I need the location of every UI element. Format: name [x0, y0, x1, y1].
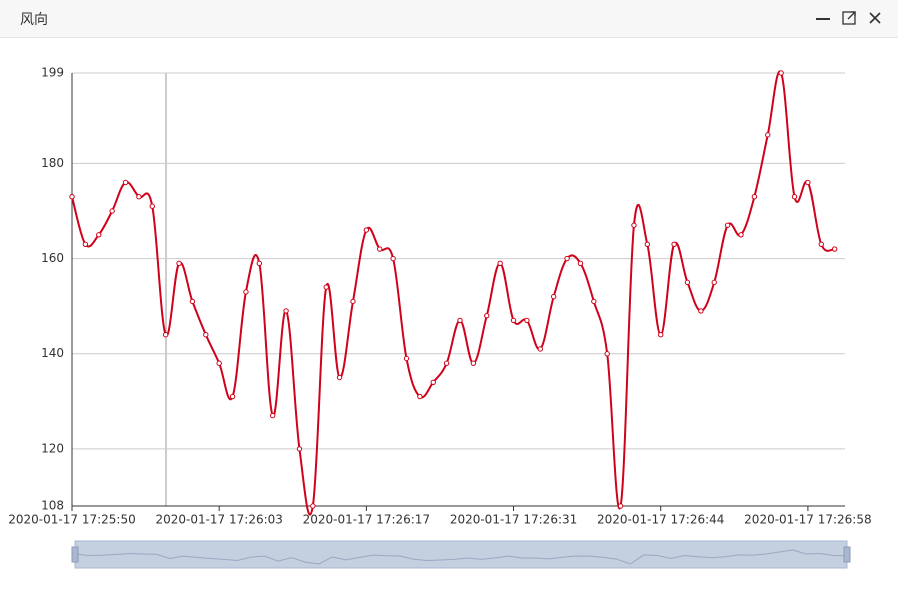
- point: [510, 317, 517, 324]
- window-controls: [816, 11, 881, 25]
- point: [537, 346, 543, 352]
- point: [417, 393, 423, 400]
- zoom-handle[interactable]: [843, 546, 851, 563]
- y-tick-label: 140: [41, 346, 64, 360]
- point: [229, 393, 236, 400]
- point: [604, 351, 610, 357]
- y-tick-label: 199: [41, 66, 64, 80]
- point: [390, 255, 396, 262]
- point: [283, 308, 289, 314]
- point: [377, 246, 383, 252]
- y-tick-label: 120: [41, 441, 64, 455]
- x-tick-label: 2020-01-17 17:26:44: [597, 513, 724, 527]
- x-tick-label: 2020-01-17 17:26:31: [450, 513, 577, 527]
- point: [831, 246, 838, 252]
- point: [751, 194, 758, 200]
- point: [778, 70, 784, 76]
- y-tick-label: 160: [41, 251, 64, 265]
- point: [577, 260, 584, 267]
- zoom-slider: [74, 540, 848, 569]
- zoom-handle[interactable]: [71, 546, 79, 563]
- close-button[interactable]: [869, 12, 881, 24]
- point: [550, 293, 557, 300]
- point: [470, 360, 477, 366]
- point: [617, 503, 624, 509]
- point: [457, 317, 463, 324]
- maximize-button[interactable]: [842, 11, 856, 25]
- point: [724, 222, 731, 228]
- point: [684, 279, 691, 286]
- point: [82, 241, 89, 247]
- point: [256, 260, 263, 267]
- point: [336, 374, 343, 381]
- point: [149, 203, 155, 209]
- point: [484, 312, 490, 319]
- point: [363, 227, 370, 233]
- point: [631, 222, 637, 228]
- point: [270, 412, 276, 419]
- point: [216, 360, 222, 366]
- y-tick-label: 108: [41, 499, 64, 513]
- zoom-preview: [74, 549, 848, 565]
- x-tick-label: 2020-01-17 17:25:50: [8, 513, 135, 527]
- point: [591, 298, 597, 305]
- x-tick-label: 2020-01-17 17:26:58: [744, 513, 871, 527]
- point: [738, 232, 744, 238]
- point: [162, 332, 169, 338]
- point: [310, 503, 316, 509]
- point: [296, 446, 303, 452]
- point: [698, 308, 704, 314]
- point: [564, 255, 570, 262]
- line: [71, 70, 835, 516]
- point: [524, 317, 530, 324]
- point: [658, 332, 664, 338]
- point: [765, 132, 771, 138]
- point: [69, 194, 75, 200]
- point: [176, 260, 182, 267]
- point: [243, 289, 249, 295]
- point: [96, 232, 102, 238]
- point: [323, 284, 329, 290]
- x-tick-label: 2020-01-17 17:26:03: [155, 513, 282, 527]
- point: [443, 360, 450, 366]
- y-tick-label: 180: [41, 156, 64, 170]
- x-tick-label: 2020-01-17 17:26:17: [303, 513, 430, 527]
- point: [203, 332, 209, 338]
- point: [122, 179, 129, 186]
- point: [430, 379, 436, 385]
- point: [805, 179, 811, 186]
- point: [109, 208, 115, 214]
- window-header: 风向: [0, 0, 898, 38]
- point: [136, 194, 142, 200]
- point: [791, 194, 798, 200]
- point: [189, 298, 196, 305]
- point: [818, 241, 824, 247]
- point: [711, 279, 717, 286]
- point: [403, 355, 410, 362]
- window-title: 风向: [20, 12, 48, 28]
- point: [350, 298, 356, 305]
- point: [497, 260, 503, 267]
- point: [671, 241, 677, 247]
- point: [644, 241, 651, 247]
